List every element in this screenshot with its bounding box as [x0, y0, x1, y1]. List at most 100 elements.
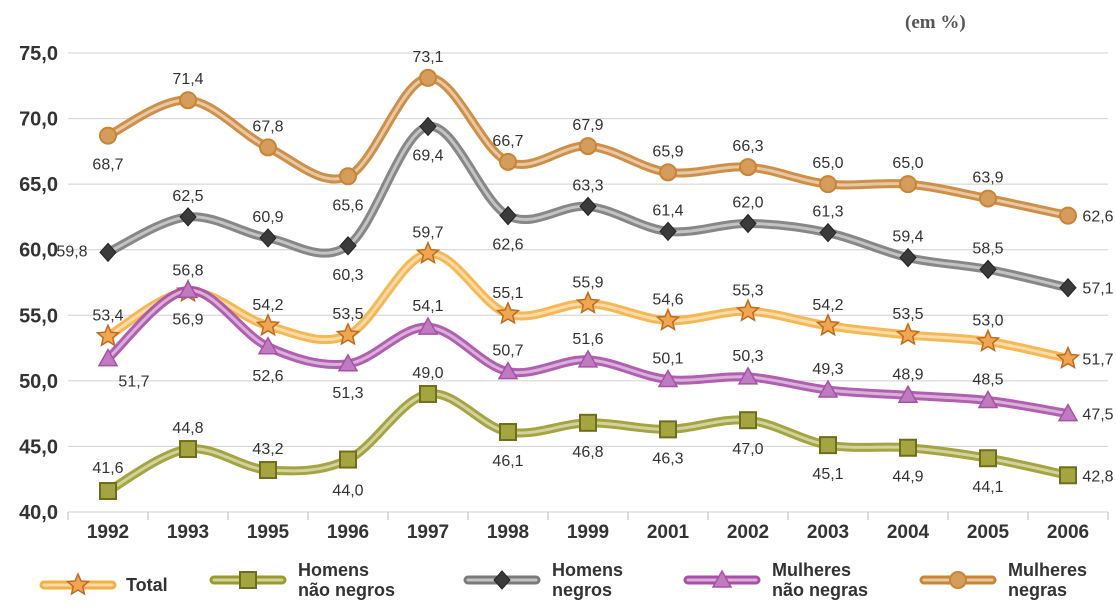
data-point [895, 322, 921, 346]
chart-legend: Total Homens não negros Homens negros Mu… [0, 560, 1116, 614]
data-point [899, 438, 917, 457]
y-tick-label: 40,0 [19, 502, 58, 524]
data-point [975, 328, 1001, 352]
data-point [339, 450, 357, 469]
data-label: 41,6 [92, 460, 123, 477]
series-homens-negros: 59,8 62,5 60,9 60,3 69,4 62,6 63,3 61,4 62,0 61,3… [56, 116, 1114, 298]
data-label: 49,3 [812, 361, 843, 378]
data-point [497, 361, 519, 380]
data-label: 44,0 [332, 483, 363, 500]
data-label: 59,7 [412, 225, 443, 242]
data-label: 44,9 [892, 469, 923, 486]
data-label: 48,9 [892, 366, 923, 383]
data-label: 52,6 [252, 368, 283, 385]
legend-label-total: Total [126, 575, 168, 595]
data-point [577, 349, 599, 368]
data-point [499, 152, 517, 171]
data-label: 58,5 [972, 240, 1003, 257]
y-tick-label: 45,0 [19, 436, 58, 458]
legend-marker [65, 572, 91, 596]
data-label: 50,1 [652, 351, 683, 368]
series-homens-n-o-negros: 41,6 44,8 43,2 44,0 49,0 46,1 46,8 46,3 47,0 45,1… [92, 365, 1114, 501]
data-point [819, 222, 837, 243]
data-label: 54,6 [652, 292, 683, 309]
data-point [99, 126, 117, 145]
data-point [499, 205, 517, 226]
data-label: 55,1 [492, 285, 523, 302]
y-tick-label: 50,0 [19, 371, 58, 393]
x-tick-label: 1995 [247, 522, 290, 543]
legend-swatch-homens-nao-negros [209, 571, 287, 589]
data-point [659, 163, 677, 182]
x-tick-label: 2004 [887, 522, 930, 543]
data-point [419, 116, 437, 137]
legend-label-homens-nao-negros: Homens não negros [298, 560, 396, 600]
data-label: 56,9 [172, 311, 203, 328]
data-label: 57,1 [1082, 281, 1113, 298]
data-label: 62,6 [1082, 209, 1113, 226]
data-point [739, 158, 757, 177]
data-label: 61,3 [812, 204, 843, 221]
data-point [339, 167, 357, 186]
data-point [419, 68, 437, 87]
data-label: 60,9 [252, 209, 283, 226]
data-point [339, 236, 357, 256]
data-label: 53,0 [972, 313, 1003, 330]
data-label: 47,0 [732, 441, 763, 458]
data-point [259, 228, 277, 248]
legend-marker [949, 571, 967, 589]
y-tick-label: 60,0 [19, 240, 58, 262]
x-tick-label: 2006 [1047, 522, 1089, 543]
data-point [337, 353, 359, 372]
data-point [979, 449, 997, 468]
data-point [659, 420, 677, 439]
data-point [735, 298, 761, 322]
legend-label-mulheres-negras: Mulheres negras [1008, 560, 1088, 600]
data-point [99, 482, 117, 501]
data-label: 62,0 [732, 194, 763, 211]
data-label: 55,9 [572, 274, 603, 291]
data-label: 60,3 [332, 267, 363, 284]
data-label: 53,5 [332, 306, 363, 323]
data-point [499, 423, 517, 442]
y-tick-label: 70,0 [19, 109, 58, 131]
data-label: 51,7 [118, 374, 149, 391]
data-point [255, 312, 281, 337]
data-point [657, 369, 679, 388]
data-label: 42,8 [1082, 468, 1113, 485]
x-tick-label: 1999 [567, 522, 609, 543]
data-label: 51,3 [332, 385, 363, 402]
data-label: 67,9 [572, 117, 603, 134]
data-point [335, 322, 361, 346]
legend-label-mulheres-nao-negras: Mulheres não negras [772, 560, 869, 600]
data-label: 54,2 [252, 297, 283, 314]
data-label: 65,0 [892, 155, 923, 172]
data-label: 55,3 [732, 282, 763, 299]
legend-marker [711, 569, 733, 588]
data-point [259, 461, 277, 480]
data-point [1055, 345, 1081, 370]
legend-swatch-total [39, 572, 117, 596]
data-label: 62,6 [492, 237, 523, 254]
data-label: 53,5 [892, 306, 923, 323]
data-label: 67,8 [252, 118, 283, 135]
data-point [819, 175, 837, 194]
data-point [177, 279, 199, 299]
x-tick-label: 1998 [487, 522, 529, 543]
x-tick-label: 2005 [967, 522, 1010, 543]
data-point [977, 389, 999, 409]
data-label: 48,5 [972, 372, 1003, 389]
data-point [579, 196, 597, 217]
data-label: 51,6 [572, 331, 603, 348]
series-total: 53,4 56,8 54,2 53,5 59,7 55,1 55,9 54,6 55,3 54,2… [92, 225, 1114, 370]
data-point [415, 240, 441, 265]
data-point [179, 207, 197, 227]
data-point [257, 336, 279, 355]
y-tick-label: 75,0 [19, 43, 58, 65]
data-label: 69,4 [412, 147, 443, 164]
x-tick-label: 1993 [167, 522, 209, 543]
data-label: 65,6 [332, 197, 363, 214]
data-label: 59,8 [56, 243, 87, 260]
legend-swatch-mulheres-nao-negras [683, 569, 761, 588]
data-label: 56,8 [172, 263, 203, 280]
